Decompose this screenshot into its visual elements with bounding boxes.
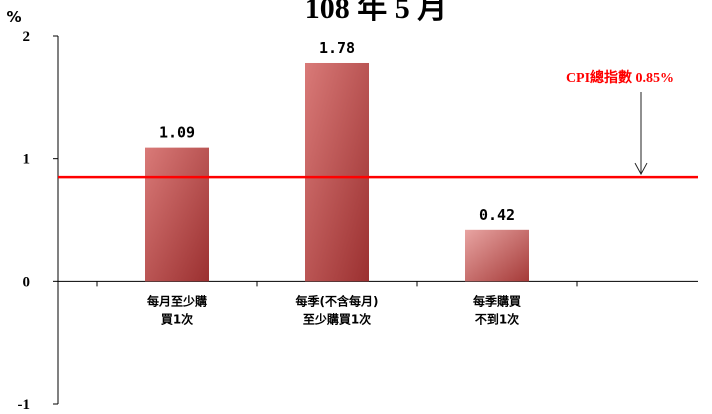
category-label: 至少購買1次 bbox=[303, 311, 371, 326]
y-tick-label: 2 bbox=[23, 29, 31, 45]
y-tick-label: 1 bbox=[23, 152, 31, 168]
y-tick-label: 0 bbox=[23, 274, 31, 290]
cpi-annotation-label: CPI總指數 0.85% bbox=[566, 69, 674, 86]
bar bbox=[305, 62, 369, 282]
bar bbox=[465, 229, 529, 282]
category-label: 每季(不含每月) bbox=[296, 293, 379, 308]
category-label: 不到1次 bbox=[475, 311, 519, 326]
bar-value-label: 1.09 bbox=[159, 124, 195, 142]
category-label: 每季購買 bbox=[473, 293, 521, 308]
y-tick-label: -1 bbox=[18, 397, 31, 413]
bar bbox=[145, 147, 209, 282]
y-axis-unit: % bbox=[6, 8, 21, 26]
annotation-arrow-head bbox=[634, 162, 648, 176]
bar-value-label: 1.78 bbox=[319, 39, 355, 57]
chart-title: 108 年 5 月 bbox=[305, 0, 448, 25]
bar-value-label: 0.42 bbox=[479, 206, 515, 224]
category-label: 每月至少購 bbox=[147, 293, 207, 308]
category-label: 買1次 bbox=[161, 311, 193, 326]
